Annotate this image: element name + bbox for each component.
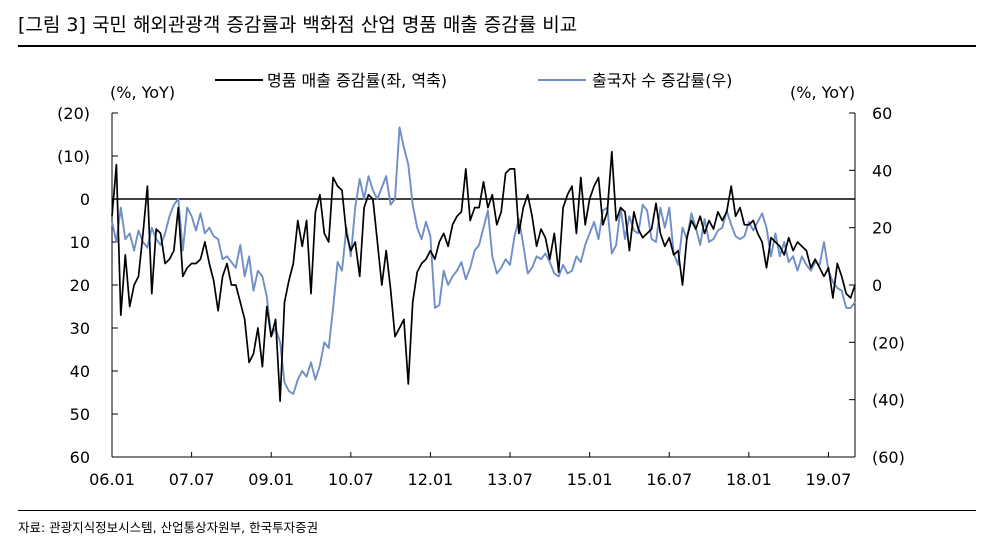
x-tick-label: 18.01	[726, 470, 772, 489]
x-tick-label: 09.01	[248, 470, 294, 489]
series-line-luxury-sales	[111, 150, 856, 402]
x-tick-label: 16.07	[646, 470, 692, 489]
footer-divider	[18, 510, 976, 511]
legend-label: 명품 매출 증감률(좌, 역축)	[267, 71, 447, 90]
y-left-tick-label: 50	[70, 405, 90, 424]
y-right-tick-label: (40)	[872, 391, 905, 410]
x-tick-label: 12.01	[408, 470, 454, 489]
series-line-departures	[111, 126, 856, 395]
legend-label: 출국자 수 증감률(우)	[592, 71, 732, 90]
y-right-tick-label: (60)	[872, 448, 905, 467]
y-right-unit-label: (%, YoY)	[790, 83, 855, 102]
y-left-tick-label: (20)	[57, 104, 90, 123]
figure-title: [그림 3] 국민 해외관광객 증감률과 백화점 산업 명품 매출 증감률 비교	[18, 14, 578, 36]
x-tick-label: 13.07	[487, 470, 533, 489]
y-left-tick-label: 0	[80, 190, 90, 209]
y-left-tick-label: 40	[70, 362, 90, 381]
y-right-tick-label: 40	[872, 161, 892, 180]
y-left-tick-label: (10)	[57, 147, 90, 166]
series-group	[111, 126, 856, 402]
x-tick-label: 15.01	[567, 470, 613, 489]
y-left-tick-label: 60	[70, 448, 90, 467]
axes-group: (20) (10) 0 10 20 30 40 50 60 60 40 20 0 (20) (40) (60)…	[57, 83, 905, 489]
y-right-tick-label: 60	[872, 104, 892, 123]
y-left-tick-label: 30	[70, 319, 90, 338]
x-tick-label: 06.01	[89, 470, 135, 489]
y-right-tick-label: (20)	[872, 333, 905, 352]
y-left-tick-label: 10	[70, 233, 90, 252]
y-left-unit-label: (%, YoY)	[110, 83, 175, 102]
title-divider	[18, 45, 976, 47]
x-tick-label: 19.07	[806, 470, 852, 489]
source-note: 자료: 관광지식정보시스템, 산업통상자원부, 한국투자증권	[18, 520, 319, 535]
x-tick-label: 07.07	[169, 470, 215, 489]
y-right-tick-label: 0	[872, 276, 882, 295]
x-tick-label: 10.07	[328, 470, 374, 489]
y-left-tick-label: 20	[70, 276, 90, 295]
legend: 명품 매출 증감률(좌, 역축) 출국자 수 증감률(우)	[215, 71, 732, 90]
y-right-tick-label: 20	[872, 219, 892, 238]
